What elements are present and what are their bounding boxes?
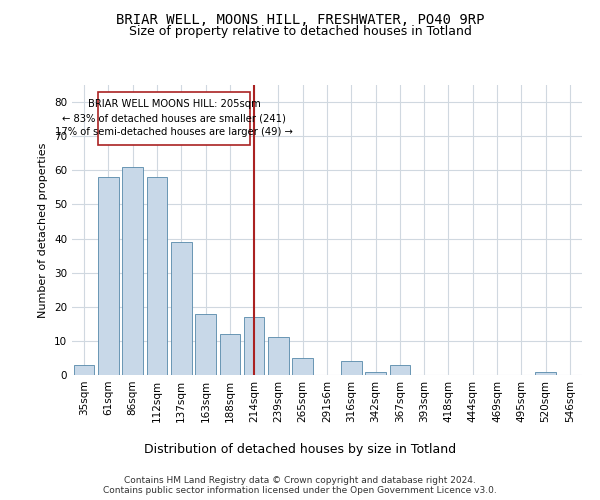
Bar	[146, 177, 167, 375]
Bar	[365, 372, 386, 375]
Y-axis label: Number of detached properties: Number of detached properties	[38, 142, 49, 318]
Text: Distribution of detached houses by size in Totland: Distribution of detached houses by size …	[144, 442, 456, 456]
Text: Size of property relative to detached houses in Totland: Size of property relative to detached ho…	[128, 25, 472, 38]
Bar	[171, 242, 191, 375]
Bar	[74, 365, 94, 375]
Bar	[341, 362, 362, 375]
Bar	[268, 338, 289, 375]
FancyBboxPatch shape	[97, 92, 251, 144]
Bar	[122, 167, 143, 375]
Bar	[389, 365, 410, 375]
Bar	[98, 177, 119, 375]
Text: Contains HM Land Registry data © Crown copyright and database right 2024.
Contai: Contains HM Land Registry data © Crown c…	[103, 476, 497, 495]
Text: BRIAR WELL MOONS HILL: 205sqm
← 83% of detached houses are smaller (241)
17% of : BRIAR WELL MOONS HILL: 205sqm ← 83% of d…	[55, 100, 293, 138]
Text: BRIAR WELL, MOONS HILL, FRESHWATER, PO40 9RP: BRIAR WELL, MOONS HILL, FRESHWATER, PO40…	[116, 12, 484, 26]
Bar	[244, 317, 265, 375]
Bar	[195, 314, 216, 375]
Bar	[220, 334, 240, 375]
Bar	[292, 358, 313, 375]
Bar	[535, 372, 556, 375]
